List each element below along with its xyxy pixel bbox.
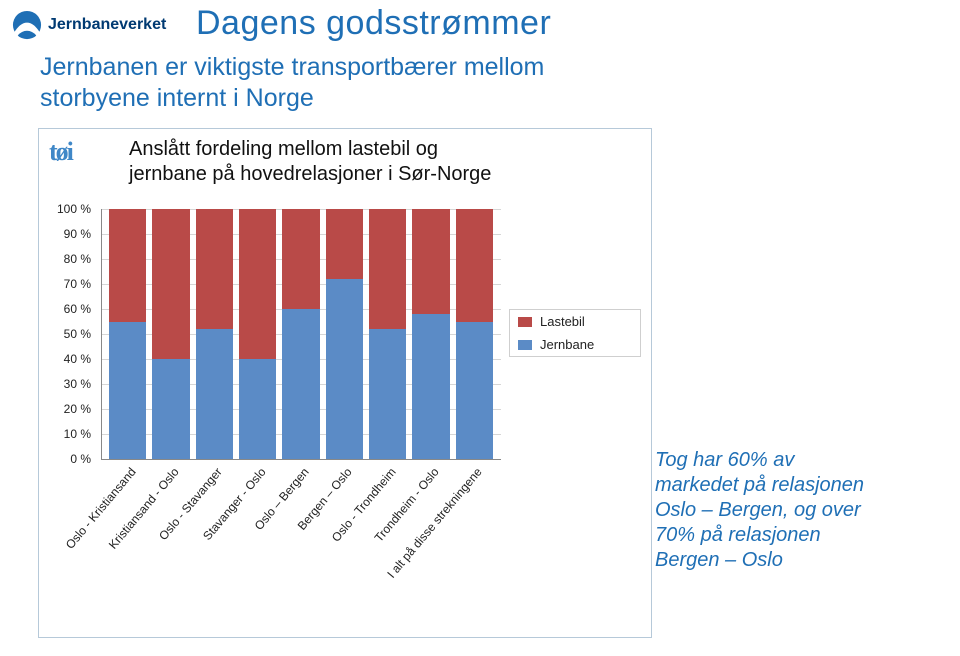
y-tick-label: 70 %	[64, 277, 91, 291]
bar-4	[282, 209, 319, 459]
bar-3	[239, 209, 276, 459]
legend-label-lastebil: Lastebil	[540, 314, 585, 329]
bar-segment-lastebil	[282, 209, 319, 309]
y-tick-label: 50 %	[64, 327, 91, 341]
brand-logo: Jernbaneverket	[6, 6, 182, 44]
bar-8	[456, 209, 493, 459]
bar-segment-lastebil	[369, 209, 406, 329]
chart-x-labels: Oslo - KristiansandKristiansand - OsloOs…	[101, 461, 501, 589]
y-tick-label: 90 %	[64, 227, 91, 241]
bar-5	[326, 209, 363, 459]
bar-segment-jernbane	[239, 359, 276, 459]
subtitle-line-1: Jernbanen er viktigste transportbærer me…	[40, 53, 544, 81]
brand-logo-icon	[12, 10, 42, 40]
bar-segment-jernbane	[326, 279, 363, 459]
bar-segment-lastebil	[152, 209, 189, 359]
bar-segment-jernbane	[109, 322, 146, 460]
bar-segment-jernbane	[412, 314, 449, 459]
bar-7	[412, 209, 449, 459]
annotation-line-3: Oslo – Bergen, og over	[655, 499, 861, 521]
bar-segment-jernbane	[152, 359, 189, 459]
y-tick-label: 40 %	[64, 352, 91, 366]
chart-annotation: Tog har 60% av markedet på relasjonen Os…	[655, 448, 955, 573]
bar-segment-lastebil	[109, 209, 146, 322]
chart-title-line-1: Anslått fordeling mellom lastebil og	[129, 138, 438, 160]
annotation-line-4: 70% på relasjonen	[655, 524, 821, 546]
y-tick-label: 0 %	[70, 452, 91, 466]
chart-x-axis-line	[101, 459, 501, 460]
annotation-line-1: Tog har 60% av	[655, 449, 794, 471]
chart-title: Anslått fordeling mellom lastebil og jer…	[129, 137, 631, 187]
page-subtitle: Jernbanen er viktigste transportbærer me…	[40, 52, 544, 115]
bar-segment-lastebil	[239, 209, 276, 359]
legend-item-jernbane: Jernbane	[510, 333, 640, 356]
bar-segment-jernbane	[196, 329, 233, 459]
chart-frame: tøi Anslått fordeling mellom lastebil og…	[38, 128, 652, 638]
y-tick-label: 100 %	[57, 202, 91, 216]
bar-segment-lastebil	[456, 209, 493, 322]
bar-segment-lastebil	[326, 209, 363, 279]
bar-2	[196, 209, 233, 459]
y-tick-label: 60 %	[64, 302, 91, 316]
bar-0	[109, 209, 146, 459]
legend-label-jernbane: Jernbane	[540, 337, 594, 352]
chart-bars	[101, 209, 501, 459]
bar-1	[152, 209, 189, 459]
annotation-line-5: Bergen – Oslo	[655, 549, 783, 571]
brand-name: Jernbaneverket	[48, 16, 166, 34]
chart-source-logo: tøi	[49, 137, 72, 167]
y-tick-label: 10 %	[64, 427, 91, 441]
annotation-line-2: markedet på relasjonen	[655, 474, 864, 496]
bar-segment-jernbane	[282, 309, 319, 459]
bar-segment-jernbane	[456, 322, 493, 460]
y-tick-label: 20 %	[64, 402, 91, 416]
y-tick-label: 80 %	[64, 252, 91, 266]
page-title: Dagens godsstrømmer	[196, 4, 551, 43]
y-tick-label: 30 %	[64, 377, 91, 391]
legend-swatch-jernbane	[518, 340, 532, 350]
bar-segment-jernbane	[369, 329, 406, 459]
subtitle-line-2: storbyene internt i Norge	[40, 84, 314, 112]
x-label-slot: I alt på disse strekningene	[456, 461, 493, 589]
legend-item-lastebil: Lastebil	[510, 310, 640, 333]
bar-segment-lastebil	[196, 209, 233, 329]
chart-legend: Lastebil Jernbane	[509, 309, 641, 357]
chart-title-line-2: jernbane på hovedrelasjoner i Sør-Norge	[129, 163, 491, 185]
bar-6	[369, 209, 406, 459]
legend-swatch-lastebil	[518, 317, 532, 327]
chart-y-axis: 0 %10 %20 %30 %40 %50 %60 %70 %80 %90 %1…	[39, 209, 97, 459]
bar-segment-lastebil	[412, 209, 449, 314]
